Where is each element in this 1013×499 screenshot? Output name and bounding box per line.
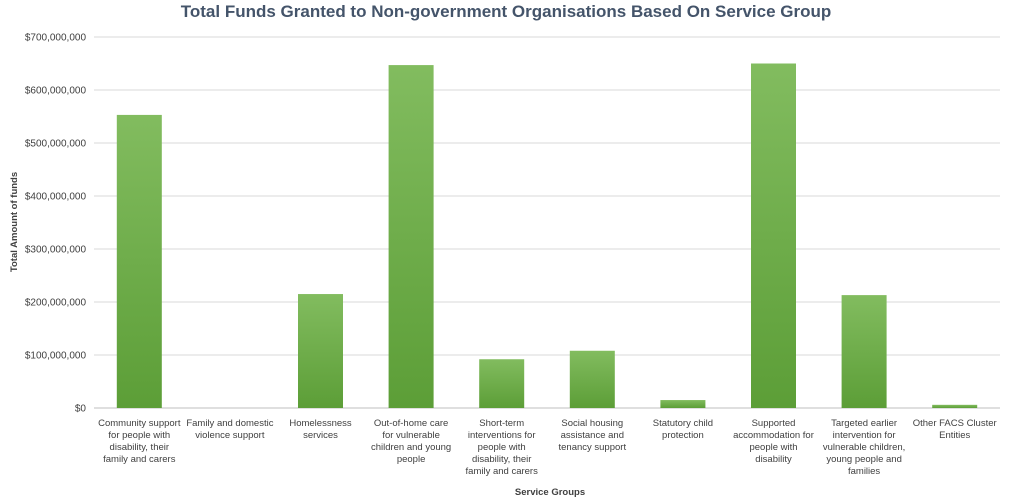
y-tick-label: $0 [75,404,87,415]
y-tick-label: $400,000,000 [25,192,87,203]
y-tick-label: $700,000,000 [25,33,87,44]
y-axis-title: Total Amount of funds [9,172,20,272]
bar [660,400,706,408]
x-category-label: Family and domestic violence support [186,418,273,441]
gridlines [94,36,1000,409]
y-tick-label: $600,000,000 [25,86,87,97]
x-category-label: Homelessness services [289,418,352,441]
y-tick-label: $100,000,000 [25,351,87,362]
x-category-label: Statutory child protection [653,418,713,441]
bar [388,65,434,408]
bar [569,350,615,408]
x-category-label: Targeted earlier intervention for vulnerab… [823,418,905,477]
y-axis-tick-labels: $0 $100,000,000 $200,000,000 $300,000,000 $4… [25,33,87,415]
bar [298,294,343,408]
x-category-label: Social housing assistance and tenancy supp… [558,418,626,453]
x-category-label: Out-of-home care for vulnerable children a… [371,418,451,465]
x-axis-category-labels: Community support for people with disabili… [98,418,997,477]
bar [751,63,796,408]
x-category-label: Community support for people with disabili… [98,418,181,465]
x-category-label: Supported accommodation for people with dis… [733,418,814,465]
y-tick-label: $300,000,000 [25,245,87,256]
chart-title: Total Funds Granted to Non-government Or… [181,2,832,21]
y-tick-label: $500,000,000 [25,139,87,150]
bars [116,63,978,408]
x-category-label: Short-term interventions for people with di… [466,418,539,477]
bar [841,295,887,408]
x-axis-title: Service Groups [515,487,585,498]
bar [479,359,525,408]
bar [116,114,162,408]
y-tick-label: $200,000,000 [25,298,87,309]
x-category-label: Other FACS Cluster Entities [913,418,997,441]
bar [932,404,978,408]
